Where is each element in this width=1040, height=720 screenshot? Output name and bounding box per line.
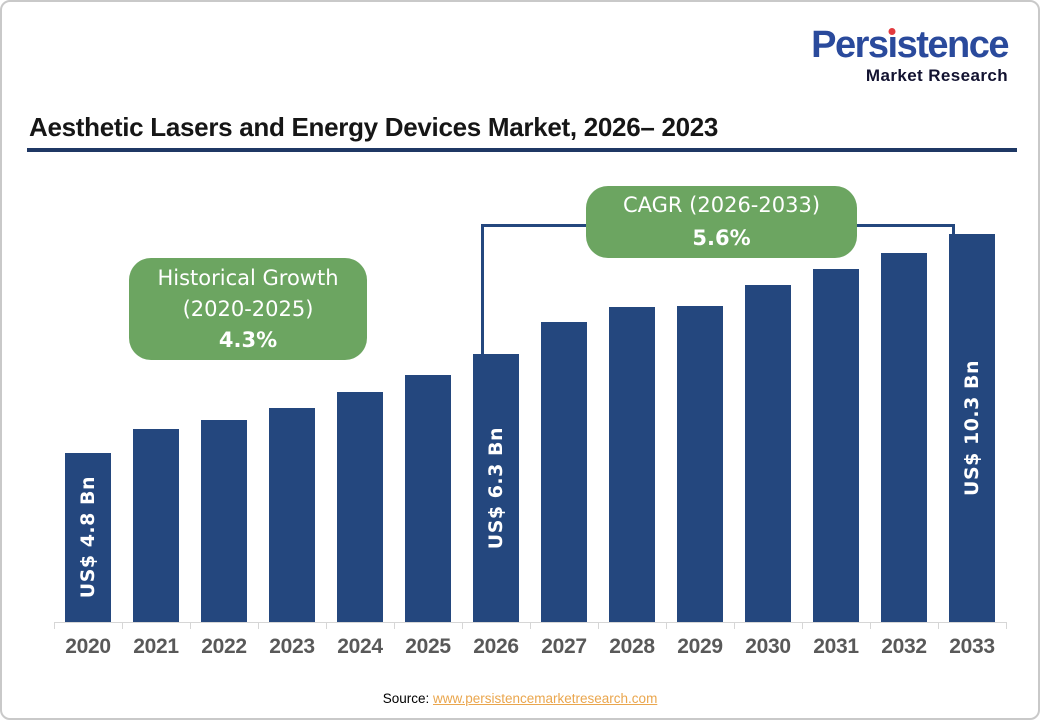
year-label-2026: 2026 [473, 635, 519, 658]
year-label-2029: 2029 [677, 635, 723, 658]
x-axis-tick [870, 623, 871, 629]
x-axis-tick [666, 623, 667, 629]
x-axis-tick [1006, 623, 1007, 629]
x-axis-tick [122, 623, 123, 629]
year-label-2020: 2020 [65, 635, 111, 658]
bar-2032 [881, 253, 927, 622]
bar-2023 [269, 408, 315, 622]
x-axis-tick [258, 623, 259, 629]
x-axis-tick [734, 623, 735, 629]
x-axis-tick [462, 623, 463, 629]
year-label-2027: 2027 [541, 635, 587, 658]
bar-2021 [133, 429, 179, 622]
bar-2027 [541, 322, 587, 622]
x-axis-tick [598, 623, 599, 629]
logo-text-suffix: stence [896, 24, 1010, 66]
bar-value-label-2026: US$ 6.3 Bn [485, 426, 507, 550]
bar-2020: US$ 4.8 Bn [65, 453, 111, 622]
bar-2024 [337, 392, 383, 622]
logo-i-red-dot: ı [887, 24, 899, 66]
year-label-2022: 2022 [201, 635, 247, 658]
year-label-2023: 2023 [269, 635, 315, 658]
logo-tagline: Market Research [865, 66, 1008, 85]
historical-growth-line2: (2020-2025) [182, 296, 314, 321]
x-axis-tick [326, 623, 327, 629]
cagr-callout: CAGR (2026-2033) 5.6% [586, 186, 857, 258]
x-axis-tick [54, 623, 55, 629]
source-label: Source: [382, 691, 430, 706]
cagr-value: 5.6% [692, 226, 751, 250]
bar-2025 [405, 375, 451, 622]
year-label-2025: 2025 [405, 635, 451, 658]
bar-2029 [677, 306, 723, 622]
source-link[interactable]: www.persistencemarketresearch.com [432, 691, 658, 706]
historical-growth-line1: Historical Growth [157, 265, 339, 290]
bar-value-label-2033: US$ 10.3 Bn [961, 360, 983, 496]
year-label-2028: 2028 [609, 635, 655, 658]
x-axis-line [54, 622, 1007, 623]
title-underline [27, 148, 1017, 152]
cagr-bracket-right-leg [952, 224, 955, 237]
logo: Persıstence Market Research [811, 24, 1010, 85]
historical-growth-callout: Historical Growth (2020-2025) 4.3% [129, 258, 367, 360]
bar-2030 [745, 285, 791, 622]
x-axis-tick [394, 623, 395, 629]
x-axis-tick [802, 623, 803, 629]
logo-wordmark: Persıstence [811, 24, 1010, 66]
source-line: Source: www.persistencemarketresearch.co… [2, 691, 1038, 706]
bar-value-label-2020: US$ 4.8 Bn [77, 476, 99, 599]
logo-text-prefix: Pers [811, 24, 889, 66]
bar-2028 [609, 307, 655, 622]
bar-chart: US$ 4.8 Bn US$ 6.3 Bn US$ 10.3 Bn [54, 2, 1006, 622]
x-axis-year-labels: 2020 2021 2022 2023 2024 2025 2026 2027 2028 2029… [54, 635, 1006, 659]
bar-2033: US$ 10.3 Bn [949, 234, 995, 622]
year-label-2030: 2030 [745, 635, 791, 658]
x-axis-tick [938, 623, 939, 629]
year-label-2031: 2031 [813, 635, 859, 658]
page-title: Aesthetic Lasers and Energy Devices Mark… [29, 112, 719, 142]
bar-2026: US$ 6.3 Bn [473, 354, 519, 622]
cagr-line1: CAGR (2026-2033) [622, 193, 821, 217]
year-label-2032: 2032 [881, 635, 927, 658]
x-axis-tick [530, 623, 531, 629]
bar-2031 [813, 269, 859, 622]
bar-2022 [201, 420, 247, 622]
year-label-2033: 2033 [949, 635, 995, 658]
cagr-bracket-left-leg [481, 224, 484, 354]
year-label-2024: 2024 [337, 635, 383, 658]
year-label-2021: 2021 [133, 635, 179, 658]
x-axis-tick [190, 623, 191, 629]
historical-growth-value: 4.3% [218, 327, 278, 352]
